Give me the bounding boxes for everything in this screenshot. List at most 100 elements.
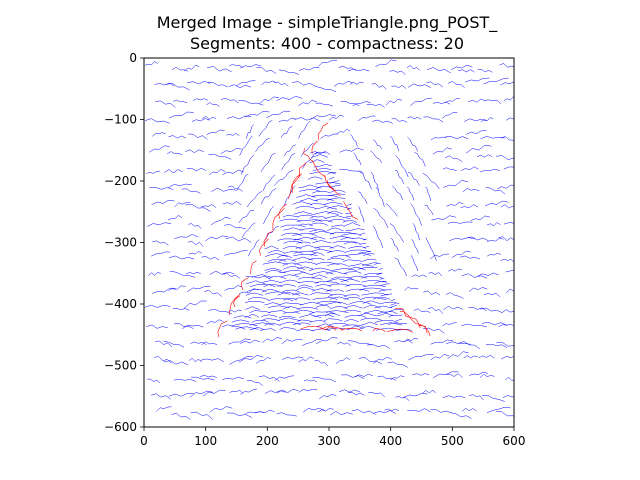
triangle-stroke xyxy=(327,171,337,175)
flow-stroke xyxy=(168,135,187,139)
flow-stroke xyxy=(394,257,407,277)
edge-stroke xyxy=(217,320,228,338)
flow-stroke xyxy=(187,133,208,140)
flow-stroke xyxy=(411,255,419,272)
flow-stroke xyxy=(228,338,251,345)
flow-stroke xyxy=(501,355,514,360)
flow-stroke xyxy=(263,206,274,225)
triangle-stroke xyxy=(345,228,365,232)
flow-stroke xyxy=(428,272,443,277)
triangle-stroke xyxy=(328,193,346,197)
flow-stroke xyxy=(446,202,464,207)
flow-stroke xyxy=(202,389,226,397)
triangle-stroke xyxy=(342,220,358,223)
triangle-stroke xyxy=(296,286,315,291)
triangle-stroke xyxy=(267,249,285,254)
flow-stroke xyxy=(221,324,246,330)
flow-stroke xyxy=(189,390,213,398)
flow-stroke xyxy=(477,272,499,276)
flow-stroke xyxy=(479,373,495,378)
flow-stroke xyxy=(465,144,492,154)
triangle-stroke xyxy=(326,205,351,209)
flow-stroke xyxy=(154,356,172,364)
flow-stroke xyxy=(443,180,469,188)
flow-stroke xyxy=(276,412,297,417)
x-tick-label: 200 xyxy=(256,434,279,448)
triangle-stroke xyxy=(278,258,296,262)
flow-stroke xyxy=(485,187,506,195)
flow-stroke xyxy=(350,134,358,147)
triangle-stroke xyxy=(308,257,325,261)
flow-stroke xyxy=(276,388,299,394)
flow-stroke xyxy=(245,110,270,118)
flow-stroke xyxy=(151,393,171,400)
triangle-stroke xyxy=(280,274,300,278)
triangle-stroke xyxy=(308,230,335,235)
flow-stroke xyxy=(389,223,404,243)
flow-stroke xyxy=(459,255,480,260)
flow-stroke xyxy=(339,147,364,153)
flow-stroke xyxy=(226,132,240,137)
triangle-stroke xyxy=(244,314,260,318)
flow-stroke xyxy=(351,409,376,415)
triangle-stroke xyxy=(309,229,327,232)
flow-stroke xyxy=(283,144,296,157)
flow-stroke xyxy=(188,357,202,363)
flow-stroke xyxy=(368,392,385,398)
triangle-stroke xyxy=(278,315,296,319)
triangle-stroke xyxy=(327,257,345,261)
flow-stroke xyxy=(464,118,487,122)
triangle-stroke xyxy=(282,266,305,270)
flow-stroke xyxy=(468,307,487,312)
triangle-stroke xyxy=(246,280,266,284)
triangle-stroke xyxy=(282,215,299,218)
flow-stroke xyxy=(148,272,161,276)
flow-stroke xyxy=(503,96,514,102)
flow-stroke xyxy=(407,186,415,201)
triangle-stroke xyxy=(283,297,298,301)
flow-stroke xyxy=(468,287,488,292)
flow-stroke xyxy=(169,270,196,278)
flow-stroke xyxy=(315,102,333,107)
flow-stroke xyxy=(199,374,217,378)
triangle-stroke xyxy=(379,277,385,280)
flow-stroke xyxy=(274,81,289,87)
triangle-stroke xyxy=(268,310,287,313)
flow-stroke xyxy=(414,152,426,167)
triangle-stroke xyxy=(327,210,343,214)
flow-stroke xyxy=(152,287,176,294)
edge-stroke xyxy=(291,173,302,193)
flow-stroke xyxy=(442,395,466,399)
triangle-stroke xyxy=(343,309,362,313)
flow-stroke xyxy=(255,409,275,414)
triangle-stroke xyxy=(245,292,264,296)
triangle-stroke xyxy=(363,246,370,248)
flow-stroke xyxy=(505,377,514,381)
flow-stroke xyxy=(226,115,252,120)
triangle-stroke xyxy=(249,310,271,313)
flow-stroke xyxy=(338,66,357,71)
triangle-stroke xyxy=(340,278,360,282)
triangle-stroke xyxy=(376,313,394,317)
flow-stroke xyxy=(496,155,514,160)
flow-stroke xyxy=(281,338,303,345)
y-tick-label: −300 xyxy=(104,236,137,250)
y-tick-label: 0 xyxy=(129,51,137,65)
triangle-stroke xyxy=(259,328,276,332)
flow-stroke xyxy=(292,81,316,87)
triangle-stroke xyxy=(311,271,334,275)
flow-stroke xyxy=(384,408,400,412)
triangle-stroke xyxy=(387,322,408,325)
edge-stroke xyxy=(263,230,274,247)
triangle-stroke xyxy=(330,189,346,193)
flow-stroke xyxy=(412,373,430,376)
flow-stroke xyxy=(222,273,240,279)
flow-stroke xyxy=(168,111,194,119)
flow-stroke xyxy=(359,170,372,190)
flow-stroke xyxy=(188,251,202,255)
flow-stroke xyxy=(372,225,384,249)
triangle-stroke xyxy=(344,271,362,274)
triangle-stroke xyxy=(326,250,347,253)
flow-stroke xyxy=(278,69,299,75)
triangle-stroke xyxy=(363,253,375,256)
